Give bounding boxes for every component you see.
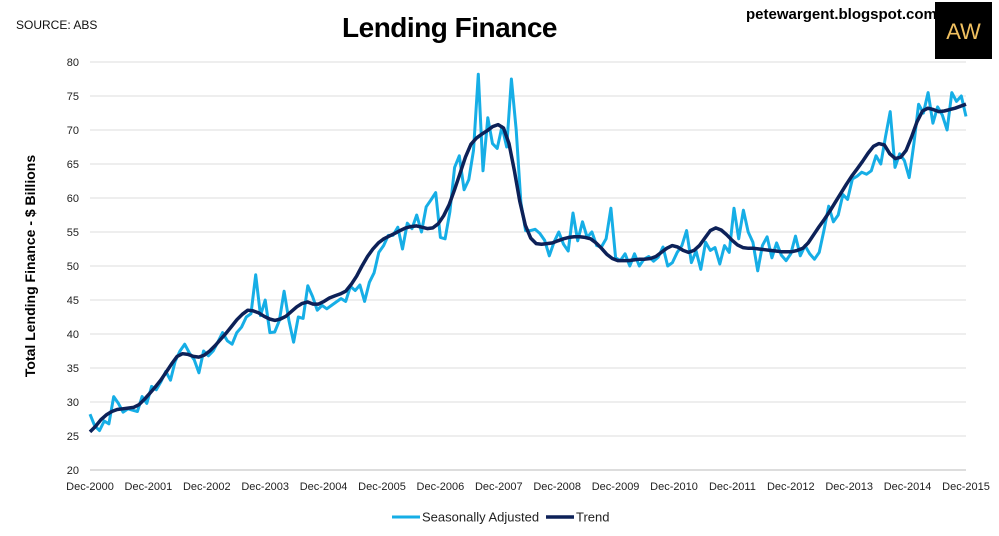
x-tick-label: Dec-2010: [650, 481, 698, 493]
aw-logo-mark: AW: [946, 19, 981, 44]
y-tick-label: 60: [67, 193, 79, 205]
x-tick-label: Dec-2008: [533, 481, 581, 493]
series-trend-line: [88, 102, 967, 434]
x-tick-label: Dec-2005: [358, 481, 406, 493]
x-tick-label: Dec-2003: [241, 481, 289, 493]
series-seasonally-adjusted-line: [88, 72, 968, 433]
legend-label-seasonally-adjusted: Seasonally Adjusted: [422, 510, 539, 525]
legend-label-trend: Trend: [576, 510, 609, 525]
x-tick-label: Dec-2015: [942, 481, 990, 493]
x-tick-label: Dec-2001: [125, 481, 173, 493]
y-tick-label: 25: [67, 431, 79, 443]
legend: Seasonally Adjusted Trend: [392, 510, 609, 525]
x-tick-label: Dec-2002: [183, 481, 231, 493]
y-tick-label: 80: [67, 57, 79, 69]
y-axis-label: Total Lending Finance - $ Billions: [22, 155, 38, 377]
y-tick-label: 30: [67, 397, 79, 409]
x-tick-label: Dec-2011: [709, 481, 756, 493]
aw-logo: AW: [935, 2, 992, 59]
y-tick-label: 65: [67, 159, 79, 171]
aw-logo-text: AW: [946, 19, 981, 44]
y-tick-label: 20: [67, 465, 79, 477]
x-tick-label: Dec-2004: [300, 481, 348, 493]
x-tick-label: Dec-2014: [884, 481, 932, 493]
x-tick-label: Dec-2006: [417, 481, 465, 493]
site-url: petewargent.blogspot.com: [746, 6, 937, 23]
y-tick-label: 70: [67, 125, 79, 137]
x-tick-label: Dec-2007: [475, 481, 523, 493]
y-tick-label: 50: [67, 261, 79, 273]
x-tick-label: Dec-2013: [825, 481, 873, 493]
y-tick-label: 45: [67, 295, 79, 307]
y-axis-ticks: 20 25 30 35 40 45 50 55 60 65 70 75 80: [67, 57, 79, 477]
y-tick-label: 75: [67, 91, 79, 103]
grid-lines: [90, 61, 966, 437]
x-tick-label: Dec-2009: [592, 481, 640, 493]
y-tick-label: 40: [67, 329, 79, 341]
x-tick-label: Dec-2012: [767, 481, 815, 493]
y-tick-label: 55: [67, 227, 79, 239]
source-note: SOURCE: ABS: [16, 18, 98, 32]
chart-title: Lending Finance: [342, 12, 557, 43]
x-tick-label: Dec-2000: [66, 481, 114, 493]
y-tick-label: 35: [67, 363, 79, 375]
x-axis-ticks: Dec-2000 Dec-2001 Dec-2002 Dec-2003 Dec-2004…: [66, 481, 990, 493]
